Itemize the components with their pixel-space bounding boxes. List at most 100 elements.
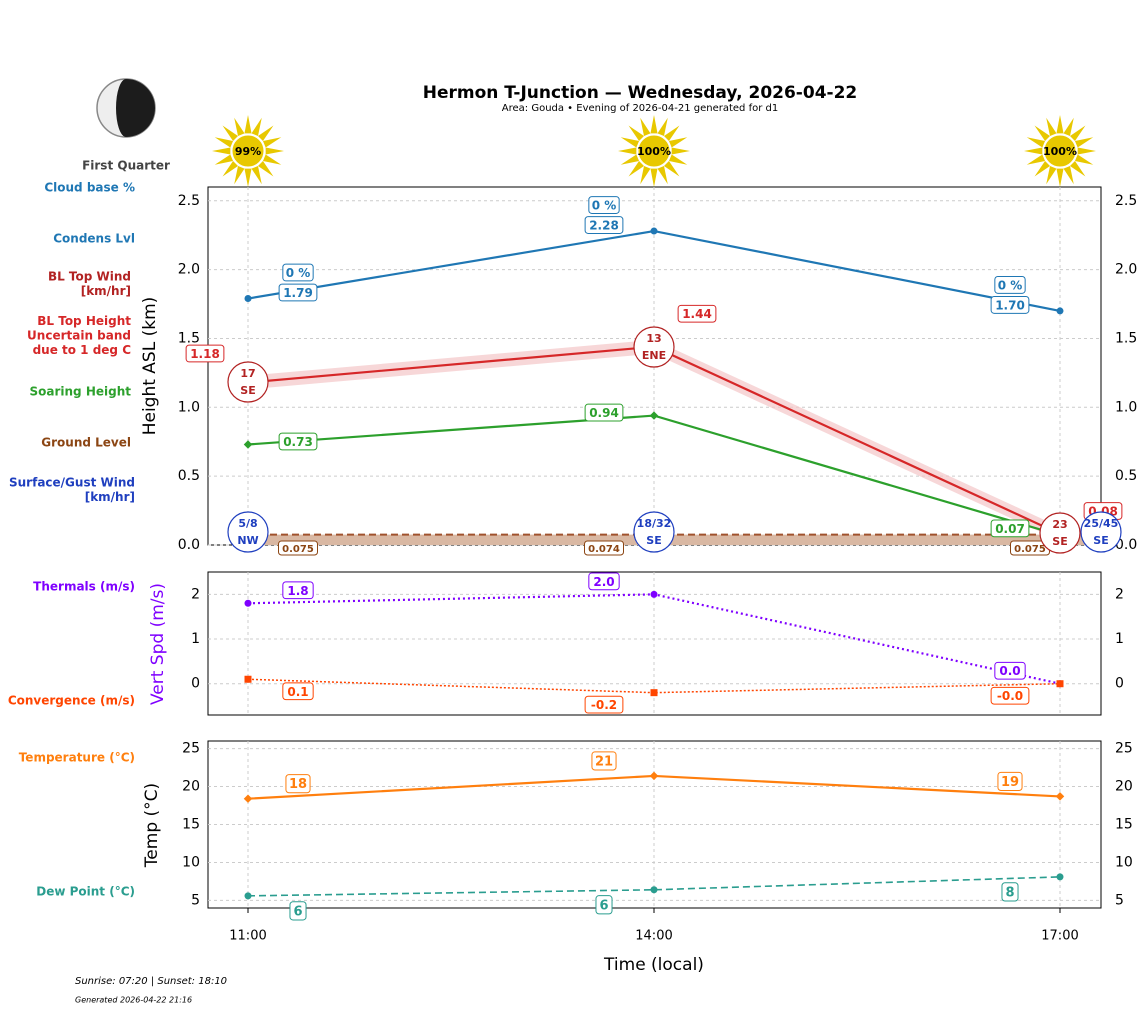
condens-label-box	[278, 283, 318, 302]
convergence-point	[244, 675, 252, 683]
thermal-label: 1.8	[287, 584, 308, 598]
temperature-label: 19	[1001, 775, 1019, 790]
row-label: Surface/Gust Wind	[9, 475, 135, 489]
xtick-label: 14:00	[635, 929, 672, 944]
temperature-point	[1055, 792, 1065, 801]
soaring-label-box	[278, 432, 318, 451]
convergence-label: -0.2	[591, 698, 617, 712]
vert-panel-ytick-right: 0	[1115, 676, 1124, 692]
sun-icon	[212, 115, 284, 187]
row-label: BL Top Height	[37, 314, 131, 328]
height-panel-ytick-right: 1.5	[1115, 330, 1137, 346]
thermal-label-box	[282, 581, 314, 600]
row-label: Temperature (°C)	[19, 751, 135, 765]
moon-phase-label: First Quarter	[82, 159, 170, 173]
condens-label-box	[990, 296, 1030, 314]
vert-panel-ytick-left: 1	[191, 631, 200, 647]
bl-wind-speed: 13	[646, 332, 661, 345]
temp-panel-ytick-left: 20	[182, 779, 200, 795]
height-panel-ytick-right: 2.0	[1115, 262, 1137, 278]
condens-point	[1056, 307, 1064, 315]
row-label: Dew Point (°C)	[36, 885, 135, 899]
dew-point	[650, 886, 658, 894]
sun-ray	[212, 115, 284, 187]
convergence-label-box	[282, 682, 314, 701]
surface-wind-direction: SE	[1093, 534, 1108, 547]
sun-times: Sunrise: 07:20 | Sunset: 18:10	[75, 976, 227, 987]
surface-wind-circle	[227, 511, 269, 553]
ground-label: 0.075	[1014, 544, 1046, 555]
convergence-label: 0.1	[287, 685, 308, 699]
bl-wind-speed: 17	[240, 367, 255, 380]
height-panel-ytick-right: 2.5	[1115, 193, 1137, 209]
ground-label-box	[584, 540, 624, 556]
surface-wind-circle	[633, 511, 675, 553]
dew-label-box	[1001, 882, 1019, 902]
dew-label: 8	[1005, 885, 1014, 900]
temperature-point	[649, 771, 659, 781]
dew-point	[244, 892, 252, 900]
row-label: Condens Lvl	[53, 232, 135, 246]
dew-line	[247, 876, 1061, 897]
cloud-base-label-box	[282, 263, 314, 282]
temperature-point	[243, 794, 253, 803]
surface-wind-speed: 25/45	[1084, 517, 1119, 530]
temperature-label: 18	[289, 777, 307, 792]
moon-shadow	[116, 79, 155, 137]
bl-top-label-box	[185, 344, 225, 363]
height-panel-ytick-left: 1.5	[178, 330, 200, 346]
xtick-label: 17:00	[1041, 929, 1078, 944]
generated-time: Generated 2026-04-22 21:16	[75, 996, 192, 1005]
height-panel-ytick-left: 2.5	[178, 193, 200, 209]
row-label: [km/hr]	[81, 284, 131, 298]
soaring-label-box	[990, 519, 1030, 538]
temp-panel-ytick-right: 5	[1115, 892, 1124, 908]
soaring-label: 0.94	[589, 406, 619, 420]
ground-label-box	[278, 540, 318, 556]
sun-icon	[1024, 115, 1096, 187]
condens-label: 2.28	[589, 219, 619, 233]
thermal-label-box	[994, 661, 1026, 680]
dew-label: 6	[599, 898, 608, 913]
soaring-label: 0.73	[283, 435, 313, 449]
bl-wind-direction: ENE	[642, 349, 666, 362]
cloud-base-label: 0 %	[592, 199, 617, 213]
sun-percent: 100%	[637, 145, 671, 158]
convergence-label-box	[584, 695, 624, 714]
bl-wind-circle	[227, 361, 269, 403]
xtick-label: 11:00	[229, 929, 266, 944]
vert-ylabel: Vert Spd (m/s)	[148, 583, 168, 705]
convergence-label: -0.0	[997, 689, 1023, 703]
row-label: Soaring Height	[30, 385, 132, 399]
sun-ray	[1024, 115, 1096, 187]
surface-wind-direction: SE	[646, 534, 661, 547]
row-label: Thermals (m/s)	[33, 580, 135, 594]
sun-percent: 99%	[235, 145, 261, 158]
temperature-label-box	[997, 771, 1023, 792]
row-label: due to 1 deg C	[33, 343, 132, 357]
bl-wind-circle	[633, 326, 675, 368]
cloud-base-label: 0 %	[998, 278, 1023, 292]
soaring-label-box	[584, 403, 624, 422]
bl-wind-direction: SE	[1052, 535, 1067, 548]
thermal-label: 0.0	[999, 664, 1020, 678]
sun-disc	[231, 134, 265, 168]
ground-label: 0.075	[282, 544, 314, 555]
vert-panel-ytick-left: 2	[191, 586, 200, 602]
convergence-point	[1056, 680, 1064, 688]
condens-point	[244, 295, 252, 303]
page-title: Hermon T-Junction — Wednesday, 2026-04-2…	[423, 83, 857, 103]
cloud-base-label-box	[588, 196, 620, 214]
ground-label: 0.074	[588, 544, 620, 555]
x-axis-label: Time (local)	[603, 955, 704, 975]
temperature-label-box	[591, 751, 617, 771]
temperature-label-box	[285, 774, 311, 794]
bl-wind-speed: 23	[1052, 518, 1067, 531]
page-subtitle: Area: Gouda • Evening of 2026-04-21 gene…	[502, 103, 778, 114]
bl-wind-direction: SE	[240, 384, 255, 397]
condens-label: 1.79	[283, 286, 313, 300]
bl-top-label: 1.18	[190, 347, 220, 361]
dew-label: 6	[293, 904, 302, 919]
surface-wind-circle	[1080, 511, 1122, 553]
